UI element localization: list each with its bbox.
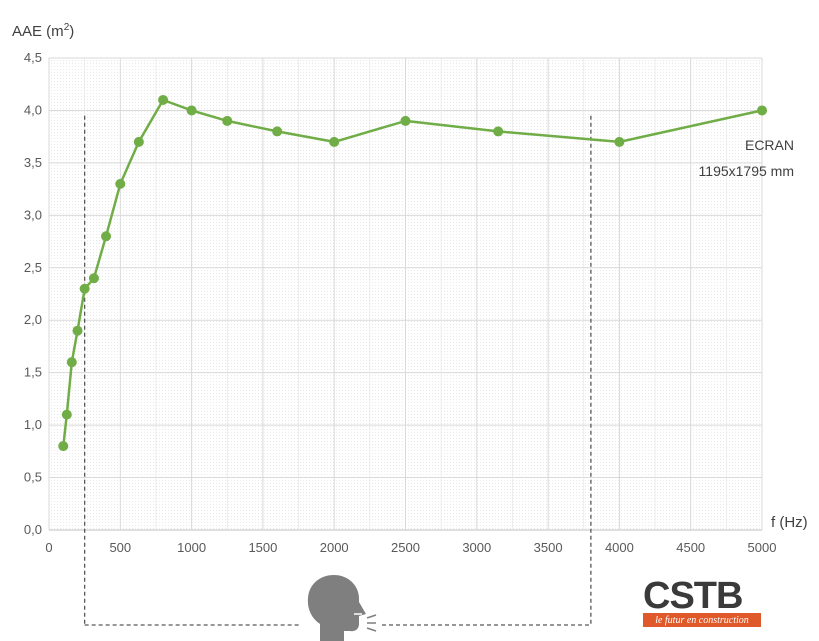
data-point: [72, 325, 83, 336]
gridlines: [48, 57, 763, 531]
logo-tagline-bar: [643, 613, 761, 627]
y-tick-label: 3,5: [24, 155, 42, 170]
data-point: [272, 126, 283, 137]
x-axis-label: f (Hz): [771, 514, 808, 531]
data-point: [222, 115, 233, 126]
data-point: [61, 409, 72, 420]
cstb-logo: CSTB le futur en construction: [643, 575, 761, 627]
series-layer: [58, 94, 767, 452]
series-line: [62, 98, 763, 447]
data-point: [400, 115, 411, 126]
data-point: [115, 178, 126, 189]
x-tick-label: 1500: [248, 540, 277, 555]
y-tick-label: 2,0: [24, 312, 42, 327]
y-tick-label: 0,0: [24, 522, 42, 537]
data-point: [614, 136, 625, 147]
x-axis-ticks: 0 500 1000 1500 2000 2500 3000 3500 4000 4500 5000: [45, 540, 776, 555]
y-tick-label: 3,0: [24, 207, 42, 222]
annotation-ecran: ECRAN: [745, 137, 794, 153]
data-point: [329, 136, 340, 147]
data-point: [58, 441, 69, 452]
data-point: [186, 105, 197, 116]
x-tick-label: 1000: [177, 540, 206, 555]
x-tick-label: 2500: [391, 540, 420, 555]
speaking-head-icon: [307, 575, 377, 641]
logo-text: CSTB: [643, 575, 742, 617]
x-tick-label: 2000: [320, 540, 349, 555]
y-axis-label: AAE (m2): [12, 22, 74, 40]
y-tick-label: 0,5: [24, 470, 42, 485]
data-point: [133, 136, 144, 147]
logo-tagline: le futur en construction: [655, 615, 749, 626]
x-tick-label: 500: [109, 540, 131, 555]
x-tick-label: 0: [45, 540, 52, 555]
x-tick-label: 5000: [748, 540, 777, 555]
y-tick-label: 4,5: [24, 50, 42, 65]
x-tick-label: 4500: [676, 540, 705, 555]
y-tick-label: 1,0: [24, 417, 42, 432]
y-tick-label: 4,0: [24, 102, 42, 117]
y-tick-label: 1,5: [24, 365, 42, 380]
data-point: [493, 126, 504, 137]
data-point: [158, 94, 169, 105]
y-tick-label: 2,5: [24, 260, 42, 275]
y-axis-ticks: 0,0 0,5 1,0 1,5 2,0 2,5 3,0 3,5 4,0 4,5: [24, 50, 42, 537]
x-tick-label: 3500: [534, 540, 563, 555]
x-tick-label: 3000: [462, 540, 491, 555]
data-point: [88, 273, 99, 284]
data-point: [66, 357, 77, 368]
data-point: [757, 105, 767, 116]
data-point: [101, 231, 112, 242]
speech-range-bracket: [84, 115, 592, 626]
data-point: [79, 283, 90, 294]
x-tick-label: 4000: [605, 540, 634, 555]
annotation-dimensions: 1195x1795 mm: [699, 163, 794, 179]
